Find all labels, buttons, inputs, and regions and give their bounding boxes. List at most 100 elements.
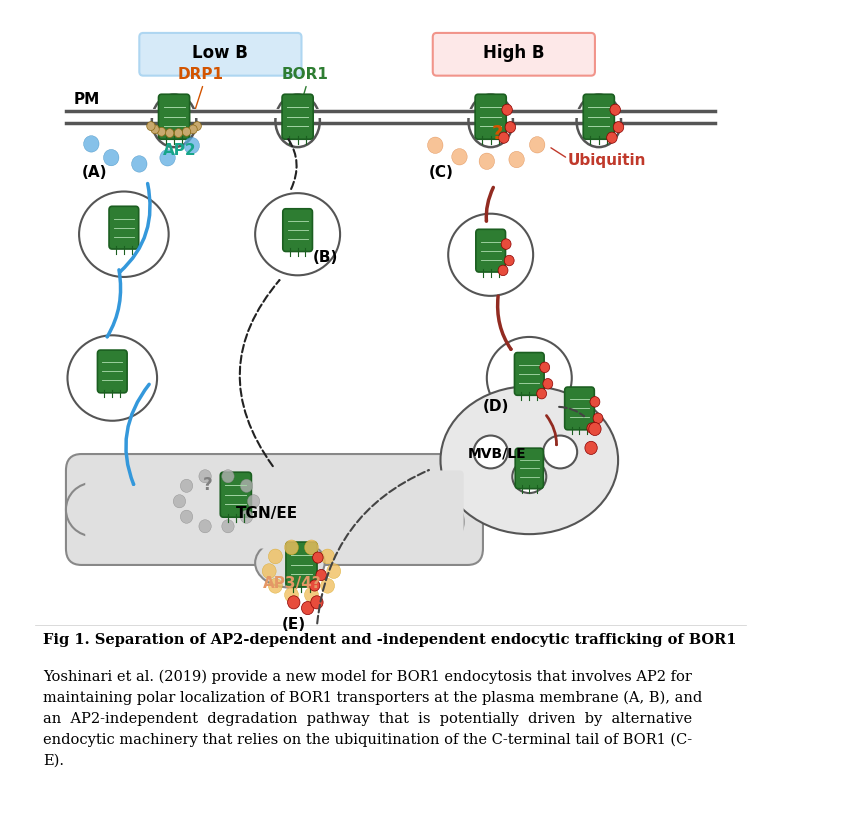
Circle shape [311,596,323,609]
Text: (B): (B) [313,250,339,265]
Circle shape [184,138,200,154]
Ellipse shape [256,538,324,588]
Circle shape [173,495,186,508]
Circle shape [498,265,508,276]
Circle shape [160,149,175,166]
FancyBboxPatch shape [85,471,464,549]
Circle shape [504,256,514,266]
Text: (D): (D) [483,399,509,414]
Text: TGN/EE: TGN/EE [236,506,298,521]
FancyBboxPatch shape [583,95,615,139]
FancyBboxPatch shape [515,448,543,489]
FancyBboxPatch shape [220,472,251,517]
FancyBboxPatch shape [433,33,595,76]
Circle shape [166,129,174,138]
Text: BOR1: BOR1 [282,67,329,82]
FancyBboxPatch shape [139,33,301,76]
Text: AP3/4?: AP3/4? [263,576,322,591]
Circle shape [284,588,299,603]
Circle shape [132,156,147,172]
Circle shape [309,580,320,591]
Text: ?: ? [492,124,503,144]
Circle shape [452,149,467,165]
FancyArrowPatch shape [486,188,493,221]
Ellipse shape [474,436,508,468]
Ellipse shape [576,95,621,147]
Bar [273,110,323,118]
FancyArrowPatch shape [107,270,121,337]
Ellipse shape [152,95,196,147]
Circle shape [199,520,211,533]
FancyBboxPatch shape [66,454,483,565]
Circle shape [247,495,260,508]
Circle shape [240,479,253,492]
Ellipse shape [275,95,320,147]
Text: (E): (E) [282,617,306,632]
Circle shape [327,564,340,579]
Ellipse shape [486,337,571,419]
Circle shape [593,413,603,423]
Circle shape [189,125,197,134]
Circle shape [222,520,234,533]
FancyArrowPatch shape [318,470,429,623]
FancyArrowPatch shape [120,183,150,272]
FancyArrowPatch shape [498,296,511,349]
Circle shape [305,588,318,603]
Circle shape [543,378,553,389]
FancyBboxPatch shape [514,353,544,395]
Ellipse shape [543,436,577,468]
Circle shape [262,564,276,579]
FancyBboxPatch shape [565,387,594,430]
Circle shape [268,549,283,564]
FancyArrowPatch shape [289,139,296,189]
Text: Low B: Low B [193,45,248,62]
Ellipse shape [67,335,157,421]
Circle shape [104,149,119,166]
Circle shape [316,569,326,581]
Circle shape [288,596,300,609]
Text: (A): (A) [82,165,107,180]
Circle shape [428,137,443,154]
Text: (C): (C) [429,165,453,180]
Circle shape [530,137,545,153]
Text: DRP1: DRP1 [178,67,224,82]
FancyBboxPatch shape [286,542,317,587]
Circle shape [301,602,314,615]
Circle shape [321,579,335,593]
Ellipse shape [256,193,340,276]
FancyBboxPatch shape [98,350,127,393]
FancyBboxPatch shape [282,95,313,139]
Circle shape [588,422,601,436]
Circle shape [180,510,193,523]
Circle shape [613,122,624,133]
Text: Ubiquitin: Ubiquitin [568,153,646,168]
FancyArrowPatch shape [126,384,149,484]
FancyBboxPatch shape [475,229,505,272]
FancyBboxPatch shape [475,95,506,139]
Circle shape [183,127,191,136]
Text: MVB/LE: MVB/LE [468,447,526,461]
FancyArrowPatch shape [239,281,279,466]
Circle shape [240,510,253,523]
Circle shape [193,122,201,130]
Circle shape [174,129,183,138]
Ellipse shape [66,483,120,536]
FancyArrowPatch shape [547,416,556,445]
FancyBboxPatch shape [159,95,189,139]
Circle shape [305,540,318,554]
Text: ?: ? [202,476,212,494]
Circle shape [537,388,547,399]
Circle shape [590,397,600,407]
Text: PM: PM [74,92,100,107]
Ellipse shape [441,386,618,535]
Text: High B: High B [483,45,544,62]
Text: Fig 1. Separation of AP2-dependent and -independent endocytic trafficking of BOR: Fig 1. Separation of AP2-dependent and -… [42,632,736,647]
Bar [466,110,515,118]
Ellipse shape [418,497,464,546]
Circle shape [180,479,193,492]
Circle shape [498,132,509,144]
Ellipse shape [79,192,169,277]
Circle shape [268,579,283,593]
Bar [149,110,199,118]
Circle shape [199,470,211,483]
